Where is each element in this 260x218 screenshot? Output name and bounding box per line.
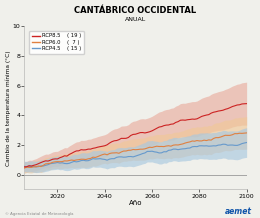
Text: aemet: aemet xyxy=(225,207,252,216)
Y-axis label: Cambio de la temperatura mínima (°C): Cambio de la temperatura mínima (°C) xyxy=(5,50,11,166)
Legend: RCP8.5    ( 19 ), RCP6.0    (  7 ), RCP4.5    ( 15 ): RCP8.5 ( 19 ), RCP6.0 ( 7 ), RCP4.5 ( 15… xyxy=(29,31,84,54)
Title: CANTÁBRICO OCCIDENTAL: CANTÁBRICO OCCIDENTAL xyxy=(74,5,197,15)
X-axis label: Año: Año xyxy=(129,200,142,206)
Text: ANUAL: ANUAL xyxy=(125,17,146,22)
Text: © Agencia Estatal de Meteorología: © Agencia Estatal de Meteorología xyxy=(5,212,74,216)
